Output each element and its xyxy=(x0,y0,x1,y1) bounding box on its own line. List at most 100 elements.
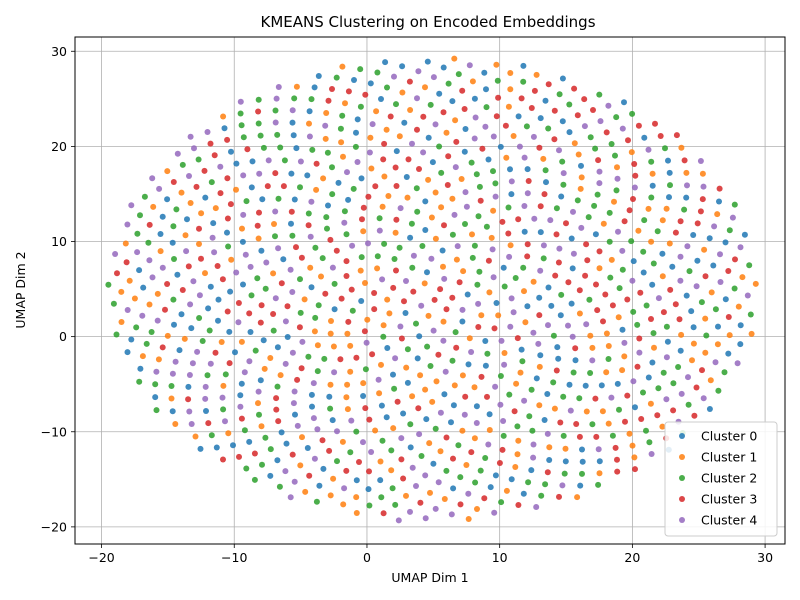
cluster-3-point xyxy=(220,456,226,463)
cluster-3-point xyxy=(670,407,677,414)
cluster-0-point xyxy=(246,438,253,445)
cluster-2-point xyxy=(195,156,202,163)
cluster-2-point xyxy=(585,214,592,221)
cluster-2-point xyxy=(349,307,356,314)
cluster-3-point xyxy=(284,303,291,310)
cluster-0-point xyxy=(568,235,575,242)
cluster-4-point xyxy=(169,370,176,377)
cluster-1-point xyxy=(131,295,138,302)
cluster-3-point xyxy=(502,122,509,129)
cluster-4-point xyxy=(403,278,409,284)
cluster-4-point xyxy=(485,441,492,448)
cluster-3-point xyxy=(602,291,609,298)
cluster-0-point xyxy=(404,379,411,386)
cluster-2-point xyxy=(525,479,532,486)
cluster-4-point xyxy=(348,417,355,424)
cluster-3-point xyxy=(557,419,564,426)
cluster-1-point xyxy=(198,210,205,217)
cluster-0-point xyxy=(537,115,544,122)
cluster-0-point xyxy=(430,460,437,467)
cluster-1-point xyxy=(460,268,467,275)
cluster-3-point xyxy=(437,286,444,293)
cluster-2-point xyxy=(492,180,499,187)
cluster-1-point xyxy=(651,344,657,351)
cluster-2-point xyxy=(262,285,269,292)
cluster-2-point xyxy=(473,171,480,178)
cluster-2-point xyxy=(650,330,657,337)
cluster-2-point xyxy=(324,149,331,156)
cluster-3-point xyxy=(294,376,301,383)
cluster-0-point xyxy=(448,419,454,426)
cluster-2-point xyxy=(248,292,255,299)
cluster-1-point xyxy=(392,229,399,236)
legend-marker xyxy=(679,454,685,460)
cluster-1-point xyxy=(678,144,685,151)
cluster-4-point xyxy=(233,269,240,276)
cluster-3-point xyxy=(431,296,438,303)
cluster-2-point xyxy=(133,324,140,331)
cluster-1-point xyxy=(403,492,409,499)
cluster-1-point xyxy=(164,168,171,175)
cluster-1-point xyxy=(478,312,485,319)
cluster-3-point xyxy=(553,231,560,238)
cluster-3-point xyxy=(392,164,399,171)
cluster-0-point xyxy=(559,118,566,125)
cluster-3-point xyxy=(198,255,204,262)
cluster-2-point xyxy=(254,275,261,282)
cluster-4-point xyxy=(636,349,643,356)
cluster-2-point xyxy=(613,187,620,194)
cluster-0-point xyxy=(178,311,185,318)
cluster-0-point xyxy=(737,341,744,348)
cluster-0-point xyxy=(716,198,722,205)
cluster-2-point xyxy=(243,198,250,205)
y-tick-label: −10 xyxy=(41,424,67,439)
cluster-3-point xyxy=(614,468,621,475)
cluster-3-point xyxy=(672,301,679,308)
cluster-2-point xyxy=(220,406,227,413)
cluster-0-point xyxy=(515,113,522,120)
cluster-4-point xyxy=(376,227,383,234)
cluster-4-point xyxy=(189,360,196,367)
cluster-2-point xyxy=(414,208,421,215)
cluster-3-point xyxy=(514,335,521,342)
cluster-4-point xyxy=(422,515,429,522)
cluster-4-point xyxy=(531,215,538,222)
cluster-2-point xyxy=(630,308,637,315)
cluster-2-point xyxy=(494,77,501,84)
cluster-0-point xyxy=(493,300,500,306)
cluster-4-point xyxy=(365,240,371,247)
cluster-3-point xyxy=(201,167,208,174)
cluster-2-point xyxy=(528,386,535,393)
cluster-3-point xyxy=(337,356,344,363)
cluster-2-point xyxy=(432,425,439,432)
cluster-4-point xyxy=(422,472,429,479)
cluster-1-point xyxy=(425,312,432,319)
cluster-4-point xyxy=(237,98,244,105)
cluster-1-point xyxy=(344,406,351,413)
cluster-0-point xyxy=(725,350,732,357)
cluster-2-point xyxy=(501,283,508,290)
cluster-2-point xyxy=(731,285,738,292)
cluster-0-point xyxy=(308,284,315,291)
cluster-1-point xyxy=(501,350,508,356)
cluster-3-point xyxy=(185,263,192,270)
cluster-1-point xyxy=(596,470,603,477)
cluster-2-point xyxy=(357,103,364,110)
cluster-3-point xyxy=(716,185,723,192)
cluster-1-point xyxy=(426,440,433,447)
cluster-4-point xyxy=(462,189,469,196)
cluster-2-point xyxy=(256,411,262,418)
cluster-3-point xyxy=(699,367,705,374)
cluster-0-point xyxy=(213,444,220,451)
cluster-1-point xyxy=(255,400,261,407)
cluster-0-point xyxy=(666,169,673,176)
cluster-3-point xyxy=(525,178,532,184)
cluster-1-point xyxy=(376,390,383,397)
cluster-4-point xyxy=(472,114,479,121)
cluster-1-point xyxy=(605,343,612,349)
cluster-4-point xyxy=(275,84,282,90)
cluster-0-point xyxy=(557,312,564,319)
cluster-4-point xyxy=(334,428,340,435)
cluster-3-point xyxy=(185,396,192,403)
